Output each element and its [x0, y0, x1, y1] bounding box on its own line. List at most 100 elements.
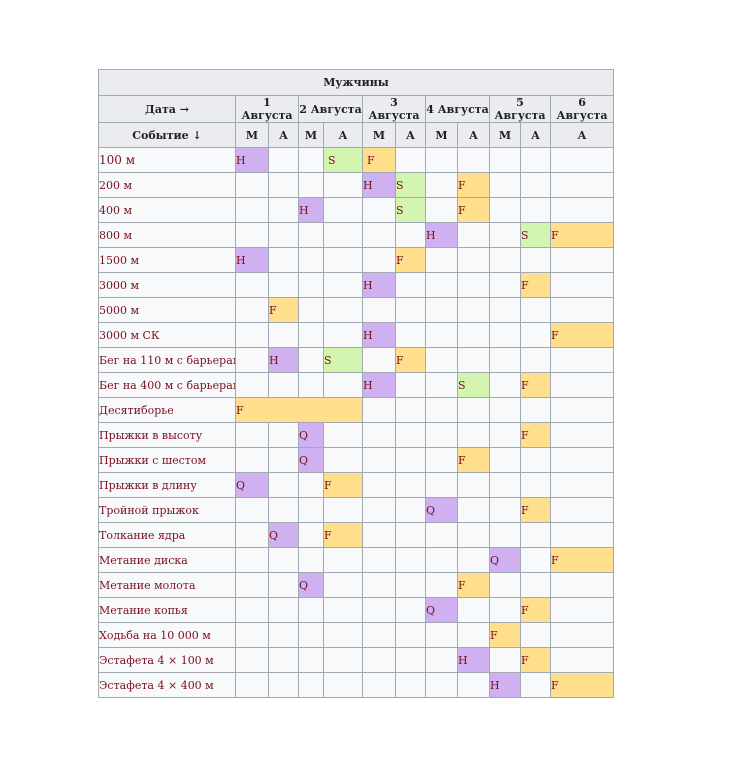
date-aug-2: 2 Августа	[298, 95, 363, 123]
schedule-cell-q: Q	[298, 447, 324, 473]
schedule-cell-h: H	[489, 672, 521, 698]
event-name[interactable]: Тройной прыжок	[98, 497, 236, 523]
schedule-cell-empty	[298, 522, 324, 548]
schedule-cell-empty	[549, 572, 615, 598]
schedule-cell-empty	[362, 547, 396, 573]
schedule-cell-f: F	[520, 597, 551, 623]
event-name[interactable]: 3000 м СК	[98, 322, 236, 348]
schedule-cell-q: Q	[268, 522, 299, 548]
schedule-cell-empty	[457, 222, 490, 248]
schedule-cell-f: F	[549, 547, 615, 573]
schedule-cell-h: H	[362, 372, 396, 398]
schedule-cell-empty	[489, 322, 521, 348]
event-name[interactable]: Эстафета 4 × 100 м	[98, 647, 236, 673]
schedule-cell-empty	[425, 472, 458, 498]
event-name[interactable]: Эстафета 4 × 400 м	[98, 672, 236, 698]
event-name[interactable]: Прыжки в длину	[98, 472, 236, 498]
schedule-cell-empty	[235, 497, 269, 523]
schedule-cell-empty	[298, 322, 324, 348]
schedule-cell-empty	[520, 197, 551, 223]
schedule-cell-empty	[268, 247, 299, 273]
schedule-cell-empty	[457, 147, 490, 173]
schedule-cell-empty	[425, 297, 458, 323]
session-cell: А	[457, 122, 490, 148]
schedule-cell-empty	[395, 447, 426, 473]
schedule-cell-empty	[489, 472, 521, 498]
schedule-cell-empty	[489, 497, 521, 523]
schedule-cell-empty	[268, 447, 299, 473]
event-name[interactable]: Прыжки с шестом	[98, 447, 236, 473]
schedule-cell-empty	[425, 622, 458, 648]
schedule-cell-empty	[362, 622, 396, 648]
schedule-cell-empty	[425, 322, 458, 348]
event-name[interactable]: Метание копья	[98, 597, 236, 623]
schedule-cell-empty	[520, 547, 551, 573]
schedule-cell-empty	[298, 297, 324, 323]
session-cell: А	[549, 122, 615, 148]
event-header: Событие ↓	[98, 122, 236, 148]
schedule-cell-s: S	[520, 222, 551, 248]
event-name[interactable]: 5000 м	[98, 297, 236, 323]
schedule-cell-empty	[549, 447, 615, 473]
event-name[interactable]: Прыжки в высоту	[98, 422, 236, 448]
schedule-cell-empty	[268, 172, 299, 198]
schedule-cell-empty	[298, 222, 324, 248]
table-row: 3000 м H F	[98, 272, 615, 298]
schedule-cell-empty	[549, 297, 615, 323]
schedule-cell-f: F	[395, 347, 426, 373]
event-name[interactable]: Метание диска	[98, 547, 236, 573]
schedule-cell-empty	[362, 297, 396, 323]
schedule-cell-empty	[298, 497, 324, 523]
event-name[interactable]: 1500 м	[98, 247, 236, 273]
schedule-cell-empty	[457, 622, 490, 648]
session-cell: А	[395, 122, 426, 148]
schedule-cell-empty	[395, 472, 426, 498]
schedule-cell-empty	[395, 672, 426, 698]
event-name[interactable]: Ходьба на 10 000 м	[98, 622, 236, 648]
schedule-cell-empty	[323, 322, 363, 348]
schedule-cell-empty	[425, 422, 458, 448]
schedule-cell-empty	[425, 372, 458, 398]
schedule-cell-empty	[489, 272, 521, 298]
event-name[interactable]: Толкание ядра	[98, 522, 236, 548]
schedule-cell-empty	[549, 172, 615, 198]
schedule-cell-h: H	[362, 322, 396, 348]
schedule-cell-empty	[268, 622, 299, 648]
schedule-cell-empty	[425, 547, 458, 573]
schedule-cell-empty	[395, 322, 426, 348]
schedule-cell-empty	[425, 572, 458, 598]
event-name[interactable]: 400 м	[98, 197, 236, 223]
event-name[interactable]: 100 м	[98, 147, 236, 173]
schedule-cell-empty	[395, 297, 426, 323]
schedule-cell-f: F	[489, 622, 521, 648]
schedule-cell-empty	[520, 522, 551, 548]
schedule-cell-empty	[235, 172, 269, 198]
schedule-cell-s: S	[395, 197, 426, 223]
event-name[interactable]: 800 м	[98, 222, 236, 248]
schedule-cell-empty	[362, 522, 396, 548]
schedule-cell-empty	[425, 347, 458, 373]
table-row: Бег на 400 м с барьерами H S F	[98, 372, 615, 398]
schedule-cell-empty	[395, 622, 426, 648]
schedule-cell-empty	[268, 497, 299, 523]
schedule-cell-empty	[549, 347, 615, 373]
schedule-cell-empty	[362, 497, 396, 523]
event-name[interactable]: 200 м	[98, 172, 236, 198]
schedule-cell-empty	[520, 347, 551, 373]
schedule-cell-empty	[362, 222, 396, 248]
schedule-cell-empty	[489, 647, 521, 673]
event-name[interactable]: Десятиборье	[98, 397, 236, 423]
event-name[interactable]: 3000 м	[98, 272, 236, 298]
schedule-cell-empty	[425, 672, 458, 698]
schedule-cell-q: Q	[235, 472, 269, 498]
schedule-cell-empty	[395, 272, 426, 298]
schedule-cell-empty	[235, 297, 269, 323]
schedule-cell-empty	[298, 597, 324, 623]
schedule-cell-empty	[425, 447, 458, 473]
date-aug-3: 3 Августа	[362, 95, 426, 123]
event-name[interactable]: Бег на 400 м с барьерами	[98, 372, 236, 398]
event-name[interactable]: Бег на 110 м с барьерами	[98, 347, 236, 373]
schedule-cell-empty	[489, 572, 521, 598]
schedule-cell-h: H	[235, 247, 269, 273]
event-name[interactable]: Метание молота	[98, 572, 236, 598]
